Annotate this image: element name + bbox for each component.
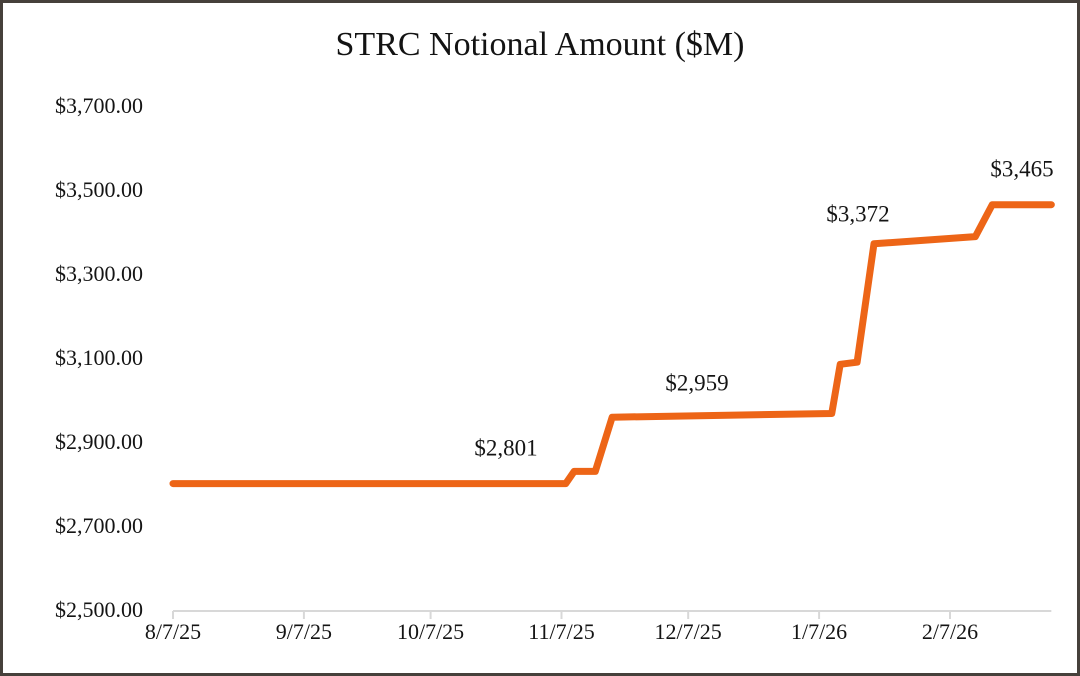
- chart-title: STRC Notional Amount ($M): [335, 26, 745, 63]
- y-axis-label: $2,900.00: [55, 429, 143, 454]
- x-axis-label: 11/7/25: [528, 619, 595, 644]
- y-axis-label: $3,500.00: [55, 177, 143, 202]
- data-label: $3,372: [826, 201, 890, 227]
- y-axis-label: $2,500.00: [55, 597, 143, 622]
- y-axis-label: $3,300.00: [55, 261, 143, 286]
- series-line: [169, 201, 1055, 488]
- y-axis-label: $2,700.00: [55, 513, 143, 538]
- x-axis-label: 10/7/25: [396, 619, 465, 644]
- line-chart-canvas: [169, 201, 1055, 619]
- y-axis-label: $3,700.00: [55, 93, 143, 118]
- x-axis-label: 2/7/26: [921, 619, 979, 644]
- data-label: $2,959: [665, 370, 729, 396]
- x-axis-label: 8/7/25: [144, 619, 202, 644]
- y-axis-label: $3,100.00: [55, 345, 143, 370]
- data-label: $3,465: [990, 156, 1054, 182]
- data-label: $2,801: [474, 435, 538, 461]
- x-axis-label: 9/7/25: [275, 619, 333, 644]
- x-axis-label: 12/7/25: [654, 619, 722, 644]
- x-axis-label: 1/7/26: [790, 619, 848, 644]
